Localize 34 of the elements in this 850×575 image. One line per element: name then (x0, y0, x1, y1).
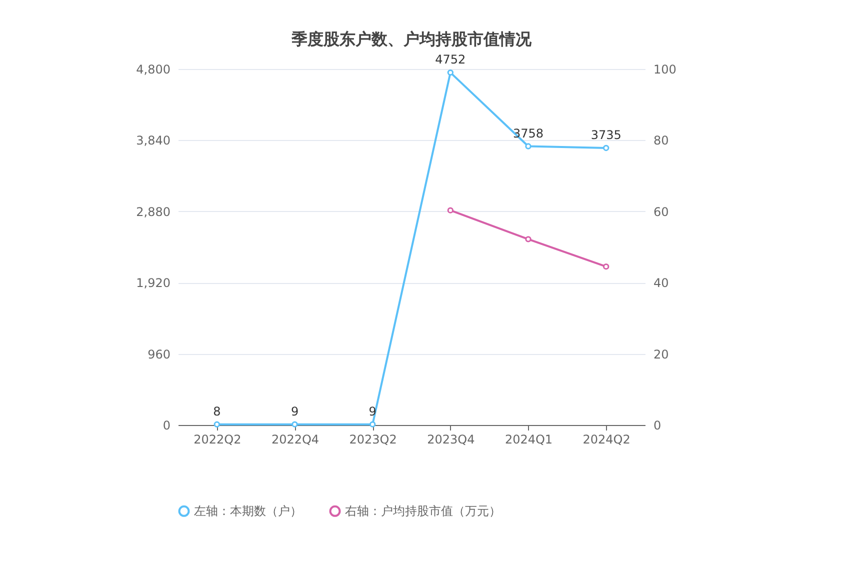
point (369, 421, 376, 428)
legend-label: 右轴：户均持股市值（万元） (345, 504, 501, 518)
point (525, 143, 532, 150)
y2-tick-label: 60 (654, 204, 669, 219)
y2-tick-label: 80 (654, 134, 669, 148)
x-tick-label: 2023Q2 (349, 432, 397, 446)
point (525, 236, 532, 242)
data-label: 8 (213, 404, 221, 418)
y-tick-label: 4,800 (136, 62, 170, 76)
y2-tick-label: 0 (654, 418, 662, 432)
data-label: 4752 (435, 52, 466, 67)
x-tick-label: 2022Q2 (194, 432, 242, 446)
chart-title: 季度股东户数、户均持股市值情况 (290, 30, 532, 49)
point (602, 263, 610, 270)
y-tick-label: 2,880 (136, 204, 170, 219)
x-tick-label: 2023Q4 (427, 432, 475, 446)
y2-tick-label: 100 (654, 62, 676, 76)
y-tick-label: 960 (148, 347, 170, 362)
x-tick-label: 2024Q2 (582, 432, 630, 446)
x-tick-label: 2024Q1 (504, 432, 553, 446)
data-label: 3735 (590, 128, 622, 142)
point (447, 69, 454, 76)
y-tick-label: 0 (162, 418, 170, 432)
y-tick-label: 1,920 (136, 276, 170, 290)
point (214, 421, 220, 428)
y-tick-label: 3,840 (136, 134, 170, 148)
legend-label: 左轴：本期数（户） (194, 504, 302, 518)
y2-tick-label: 20 (654, 347, 669, 362)
point (602, 144, 610, 152)
x-tick-label: 2022Q4 (271, 432, 320, 446)
point (447, 207, 454, 214)
y2-tick-label: 40 (654, 276, 669, 290)
data-label: 9 (290, 404, 299, 418)
point (292, 421, 298, 428)
